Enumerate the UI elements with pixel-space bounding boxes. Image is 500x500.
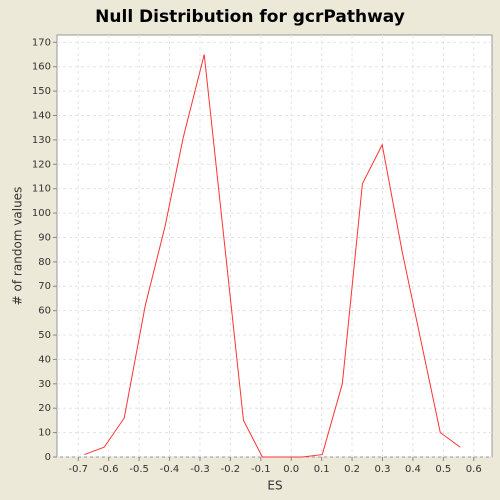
y-tick-label: 30 [38,379,51,390]
y-tick-label: 10 [38,428,51,439]
x-tick-label: 0.4 [405,464,421,475]
y-tick-label: 90 [38,232,51,243]
x-tick-label: 0.6 [466,464,482,475]
y-tick-label: 80 [38,257,51,268]
y-tick-label: 100 [32,208,51,219]
plot-area [56,34,493,458]
y-tick-label: 60 [38,306,51,317]
y-axis-label: # of random values [11,187,25,306]
x-tick-label: -0.2 [221,464,241,475]
y-tick-label: 0 [45,452,51,463]
x-tick-label: 0.5 [435,464,451,475]
y-tick-label: 50 [38,330,51,341]
y-tick-label: 120 [32,159,51,170]
x-tick-label: -0.1 [251,464,271,475]
x-tick-label: -0.7 [69,464,89,475]
x-tick-label: -0.6 [99,464,119,475]
x-tick-label: 0.3 [375,464,391,475]
y-tick-label: 140 [32,110,51,121]
y-tick-label: 170 [32,37,51,48]
x-tick-label: -0.5 [129,464,149,475]
data-line [84,54,461,458]
x-tick-label: 0.1 [314,464,330,475]
y-tick-label: 160 [32,62,51,73]
y-tick-label: 40 [38,354,51,365]
x-axis-label: ES [267,479,282,493]
chart-title: Null Distribution for gcrPathway [95,7,405,27]
x-tick-label: -0.4 [160,464,180,475]
x-tick-label: 0.0 [283,464,299,475]
y-tick-label: 70 [38,281,51,292]
y-tick-label: 20 [38,403,51,414]
y-tick-label: 150 [32,86,51,97]
y-tick-label: 130 [32,135,51,146]
x-tick-label: 0.2 [344,464,360,475]
x-tick-label: -0.3 [190,464,210,475]
y-tick-label: 110 [32,184,51,195]
